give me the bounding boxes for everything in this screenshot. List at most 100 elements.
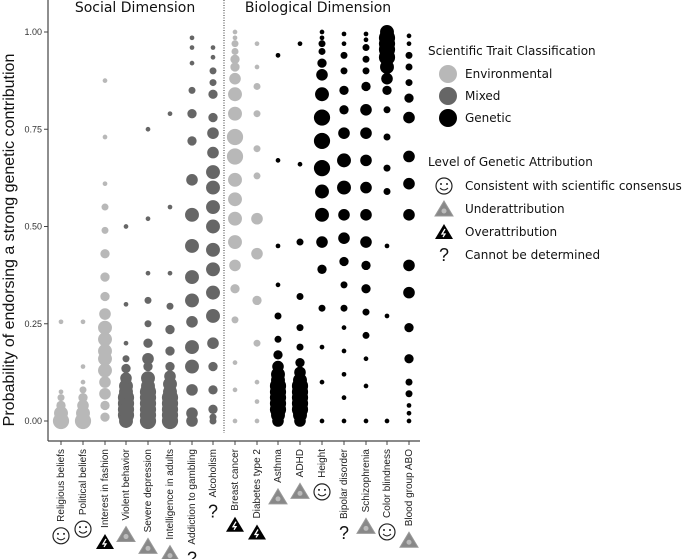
dot-bipolar-disorder <box>339 85 349 95</box>
smiley-face <box>378 523 396 541</box>
dot-diabetes-type-2 <box>254 64 260 70</box>
dot-political-beliefs <box>79 386 87 394</box>
dot-political-beliefs <box>80 319 86 325</box>
dot-schizophrenia <box>362 308 370 316</box>
dot-adhd <box>296 343 304 351</box>
dot-addiction-to-gambling <box>186 174 198 186</box>
triangle-mark <box>363 525 369 531</box>
legend-label-genetic: Genetic <box>465 111 511 125</box>
dot-addiction-to-gambling <box>187 136 197 146</box>
x-tick-label: Interest in fashion <box>100 449 111 528</box>
dot-blood-group-abo <box>405 378 413 386</box>
dot-interest-in-fashion <box>100 412 110 422</box>
dot-bipolar-disorder <box>341 418 347 424</box>
dot-interest-in-fashion <box>101 203 109 211</box>
dot-blood-group-abo <box>404 93 414 103</box>
y-axis-title: Probability of endorsing a strong geneti… <box>1 54 18 427</box>
dot-breast-cancer <box>230 54 240 64</box>
dot-blood-group-abo <box>404 322 414 333</box>
dot-severe-depression <box>143 361 153 372</box>
dot-addiction-to-gambling <box>186 407 198 420</box>
dot-height <box>319 344 325 350</box>
dot-interest-in-fashion <box>100 291 110 302</box>
dot-height <box>317 58 327 68</box>
x-tick-label: Height <box>317 449 328 478</box>
dot-alcoholism <box>206 165 220 179</box>
overattribution-triangle-icon <box>248 524 266 540</box>
dot-schizophrenia <box>363 31 369 37</box>
dot-adhd <box>294 366 306 379</box>
dot-adhd <box>297 161 303 167</box>
question-mark-icon: ? <box>187 549 197 559</box>
underattribution-triangle-icon <box>268 487 288 505</box>
dot-blood-group-abo <box>406 418 412 424</box>
x-tick-label: Addiction to gambling <box>187 449 198 545</box>
dot-severe-depression <box>142 352 154 365</box>
dot-blood-group-abo <box>405 51 413 59</box>
dot-severe-depression <box>144 320 152 328</box>
dot-color-blindness <box>380 25 394 39</box>
dot-alcoholism <box>208 112 218 123</box>
dot-asthma <box>273 350 283 360</box>
triangle-mark <box>297 490 303 496</box>
dot-blood-group-abo <box>406 41 412 47</box>
dot-addiction-to-gambling <box>189 35 195 41</box>
dot-violent-behavior <box>123 224 129 229</box>
dot-breast-cancer <box>228 87 242 102</box>
dot-height <box>316 68 328 81</box>
dot-diabetes-type-2 <box>253 82 261 90</box>
triangle-mark <box>101 538 108 548</box>
dot-schizophrenia <box>363 356 369 362</box>
question-glyph: ? <box>208 501 218 521</box>
legend-label-consensus: Consistent with scientific consensus <box>465 179 682 193</box>
dot-breast-cancer <box>229 72 241 85</box>
dot-schizophrenia <box>363 37 369 43</box>
triangle-mark <box>406 539 412 545</box>
dot-alcoholism <box>206 219 220 234</box>
dot-blood-group-abo <box>403 150 415 163</box>
smiley-mouth <box>439 187 449 191</box>
dot-bipolar-disorder <box>341 395 347 401</box>
dot-blood-group-abo <box>406 33 412 39</box>
dimension-label-biological: Biological Dimension <box>245 0 391 16</box>
dot-breast-cancer <box>226 148 244 165</box>
dot-addiction-to-gambling <box>185 293 199 308</box>
dot-alcoholism <box>206 200 220 214</box>
dot-addiction-to-gambling <box>186 316 198 328</box>
dot-alcoholism <box>207 146 219 159</box>
dot-alcoholism <box>209 67 217 75</box>
underattribution-triangle-icon <box>434 200 454 217</box>
dot-breast-cancer <box>231 40 239 48</box>
dot-breast-cancer <box>230 284 240 294</box>
dot-schizophrenia <box>360 154 372 167</box>
underattribution-triangle-icon <box>290 482 310 499</box>
x-tick-label: Breast cancer <box>230 448 241 510</box>
smiley-icon <box>313 483 331 501</box>
dot-alcoholism <box>207 127 219 139</box>
dot-political-beliefs <box>80 364 86 369</box>
underattribution-triangle-icon <box>116 525 136 543</box>
dot-color-blindness <box>384 313 390 319</box>
dot-interest-in-fashion <box>102 181 108 187</box>
dot-diabetes-type-2 <box>254 41 260 47</box>
dot-interest-in-fashion <box>100 400 110 411</box>
dot-alcoholism <box>208 89 218 99</box>
question-mark-icon: ? <box>208 501 218 521</box>
dot-interest-in-fashion <box>100 249 110 259</box>
overattribution-triangle-icon <box>226 516 244 532</box>
dot-height <box>319 35 325 41</box>
dot-height <box>315 87 329 102</box>
x-tick-label: Alcoholism <box>208 449 219 497</box>
dot-bipolar-disorder <box>341 371 347 377</box>
dot-violent-behavior <box>122 355 130 363</box>
dot-breast-cancer <box>228 211 242 226</box>
dot-schizophrenia <box>362 331 370 339</box>
dot-blood-group-abo <box>405 63 413 71</box>
axes: 0.00 0.25 0.50 0.75 1.00 Probability of endor… <box>1 0 420 445</box>
dot-height <box>318 40 326 48</box>
x-tick-label: Violent behavior <box>121 448 132 520</box>
smiley-eye <box>383 528 385 531</box>
dot-color-blindness <box>383 164 391 172</box>
dot-adhd <box>296 293 304 301</box>
